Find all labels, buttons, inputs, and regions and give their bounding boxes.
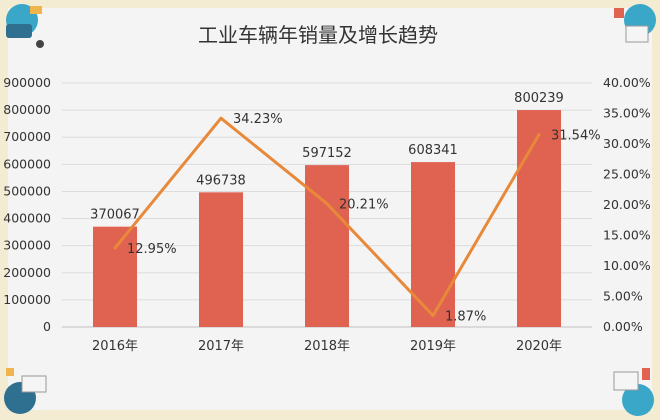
bar-value-label: 496738 — [196, 173, 246, 188]
growth-point — [431, 314, 435, 318]
bar — [411, 162, 455, 327]
y-left-tick-label: 0 — [43, 319, 51, 334]
growth-label: 20.21% — [339, 198, 389, 213]
y-right-tick-label: 10.00% — [603, 258, 651, 273]
decoration-top-left-icon — [6, 4, 44, 48]
x-tick-label: 2018年 — [304, 339, 350, 354]
bar — [93, 226, 137, 327]
growth-point — [537, 133, 541, 137]
x-tick-label: 2017年 — [198, 339, 244, 354]
growth-point — [113, 246, 117, 250]
decoration-top-right-icon — [614, 4, 656, 43]
growth-point — [219, 116, 223, 120]
y-right-tick-label: 15.00% — [603, 228, 651, 243]
growth-label: 34.23% — [233, 112, 283, 127]
x-tick-label: 2020年 — [516, 339, 562, 354]
y-left-tick-label: 700000 — [3, 129, 51, 144]
growth-label: 31.54% — [551, 129, 601, 144]
y-left-tick-label: 100000 — [3, 292, 51, 307]
growth-label: 12.95% — [127, 242, 177, 257]
y-left-tick-label: 500000 — [3, 183, 51, 198]
growth-label: 1.87% — [445, 310, 486, 325]
y-right-tick-label: 25.00% — [603, 167, 651, 182]
y-left-tick-label: 900000 — [3, 75, 51, 90]
bar-value-label: 800239 — [514, 91, 564, 106]
bar — [199, 192, 243, 327]
y-right-tick-label: 5.00% — [603, 289, 643, 304]
decoration-bottom-left-icon — [4, 368, 47, 414]
y-right-tick-label: 35.00% — [603, 106, 651, 121]
y-right-tick-label: 30.00% — [603, 136, 651, 151]
y-right-tick-label: 20.00% — [603, 197, 651, 212]
x-tick-label: 2019年 — [410, 339, 456, 354]
y-left-tick-label: 800000 — [3, 102, 51, 117]
y-left-tick-label: 400000 — [3, 211, 51, 226]
y-left-tick-label: 200000 — [3, 265, 51, 280]
y-left-tick-label: 300000 — [3, 238, 51, 253]
decoration-bottom-right-icon — [613, 368, 654, 416]
y-right-tick-label: 0.00% — [603, 319, 643, 334]
bar-value-label: 370067 — [90, 208, 140, 223]
bar — [517, 110, 561, 327]
bar-value-label: 608341 — [408, 143, 458, 158]
y-left-tick-label: 600000 — [3, 156, 51, 171]
growth-point — [325, 202, 329, 206]
x-tick-label: 2016年 — [92, 339, 138, 354]
y-right-tick-label: 40.00% — [603, 75, 651, 90]
chart-title: 工业车辆年销量及增长趋势 — [198, 23, 438, 47]
bar-value-label: 597152 — [302, 146, 352, 161]
